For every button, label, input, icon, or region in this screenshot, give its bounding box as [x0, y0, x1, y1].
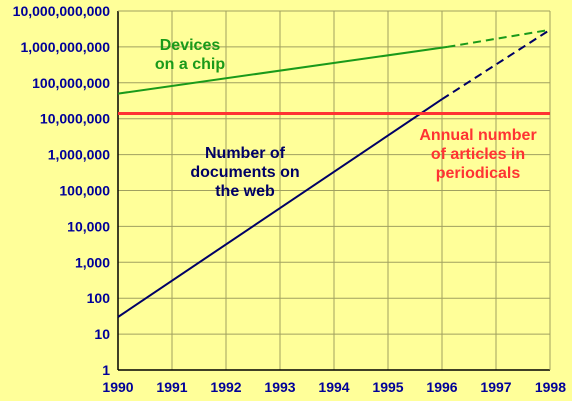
x-tick-label: 1995: [372, 379, 403, 395]
x-tick-label: 1997: [480, 379, 511, 395]
y-tick-label: 10: [94, 326, 110, 342]
web-documents-label-line: Number of: [205, 145, 286, 162]
devices-on-chip-line: [117, 45, 448, 95]
web-documents-line: [117, 98, 443, 318]
x-tick-labels: 1990 1991 1992 1993 1994 1995 1996 1997 1998: [102, 379, 566, 395]
x-tick-label: 1996: [426, 379, 457, 395]
devices-on-chip-label-line: Devices: [160, 37, 221, 54]
devices-on-chip-label-line: on a chip: [155, 56, 225, 73]
y-tick-label: 10,000,000: [40, 111, 110, 127]
y-tick-labels: 1 10 100 1,000 10,000 100,000 1,000,000 10,000,…: [13, 3, 111, 378]
periodical-articles-label-line: periodicals: [436, 165, 521, 182]
devices-on-chip-line-dashed: [447, 28, 551, 48]
web-documents-label-line: the web: [215, 183, 275, 200]
series-lines: [117, 28, 551, 318]
y-tick-label: 100,000: [59, 183, 110, 199]
x-tick-label: 1998: [535, 379, 566, 395]
y-tick-label: 10,000: [67, 218, 110, 234]
y-tick-label: 1,000,000: [48, 147, 110, 163]
axes: [117, 10, 551, 371]
x-tick-label: 1994: [318, 379, 349, 395]
y-tick-label: 10,000,000,000: [13, 3, 111, 19]
x-tick-label: 1993: [264, 379, 295, 395]
y-tick-label: 1,000: [75, 254, 110, 270]
y-tick-label: 100,000,000: [32, 75, 110, 91]
web-documents-label-line: documents on: [190, 164, 299, 181]
annotations: Devices on a chip Number of documents on the…: [155, 37, 537, 200]
x-tick-label: 1992: [210, 379, 241, 395]
x-tick-label: 1990: [102, 379, 133, 395]
periodical-articles-label-line: Annual number: [419, 127, 536, 144]
y-tick-label: 100: [87, 290, 111, 306]
periodical-articles-label-line: of articles in: [431, 146, 525, 163]
y-tick-label: 1: [102, 362, 110, 378]
web-documents-line-dashed: [441, 28, 551, 101]
x-tick-label: 1991: [156, 379, 187, 395]
y-tick-label: 1,000,000,000: [20, 39, 110, 55]
